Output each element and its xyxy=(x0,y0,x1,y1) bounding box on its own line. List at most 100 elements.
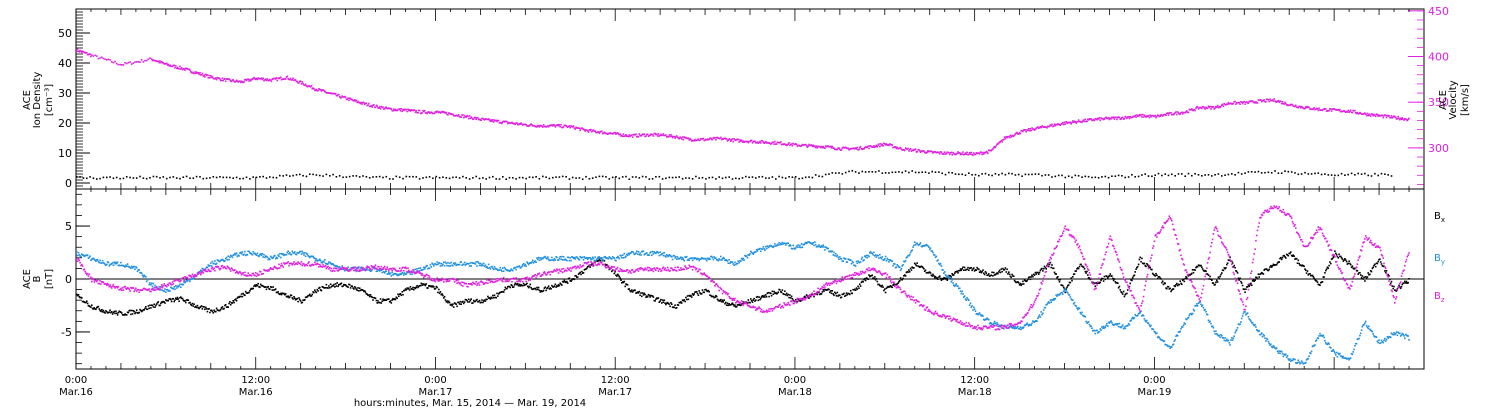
bottom-blue-point xyxy=(424,266,427,269)
bottom-blue-point xyxy=(225,256,228,259)
bottom-black-point xyxy=(904,275,907,277)
bottom-blue-point xyxy=(1093,329,1096,332)
bottom-black-point xyxy=(1330,262,1332,265)
top-magenta-point xyxy=(745,140,748,143)
bottom-blue-point xyxy=(1050,301,1052,303)
top-black-point xyxy=(1127,176,1130,178)
top-magenta-point xyxy=(956,152,958,155)
top-magenta-point xyxy=(494,119,497,122)
bottom-black-point xyxy=(478,299,481,302)
bottom-black-point xyxy=(488,297,491,299)
top-magenta-point xyxy=(995,144,998,147)
bottom-blue-point xyxy=(740,260,742,262)
bottom-black-point xyxy=(1143,262,1146,265)
top-black-point xyxy=(934,171,937,173)
top-magenta-point xyxy=(142,61,145,63)
bottom-blue-point xyxy=(571,256,574,259)
bottom-black-point xyxy=(520,284,522,286)
bottom-black-point xyxy=(293,296,295,298)
bottom-blue-point xyxy=(931,250,933,252)
top-magenta-point xyxy=(1072,121,1075,123)
top-magenta-point xyxy=(1033,129,1036,131)
bottom-black-point xyxy=(1247,284,1250,286)
bottom-black-point xyxy=(1390,280,1393,283)
bottom-black-point xyxy=(623,280,626,283)
bottom-black-point xyxy=(1194,269,1196,271)
top-black-point xyxy=(864,171,867,173)
top-magenta-point xyxy=(945,152,948,155)
bottom-blue-point xyxy=(795,245,798,247)
bottom-blue-point xyxy=(857,260,859,262)
top-magenta-point xyxy=(584,130,586,132)
top-magenta-point xyxy=(670,134,672,136)
bottom-black-point xyxy=(652,296,655,298)
bottom-black-point xyxy=(1058,280,1061,283)
top-magenta-point xyxy=(1281,100,1284,103)
velocity-axis-label-line3: [km/s] xyxy=(1460,84,1471,116)
bottom-blue-point xyxy=(254,252,256,254)
bottom-black-point xyxy=(1062,284,1064,287)
bottom-blue-point xyxy=(334,265,337,268)
top-magenta-point xyxy=(532,125,535,127)
bottom-blue-point xyxy=(1080,313,1082,315)
top-magenta-point xyxy=(781,143,784,145)
top-black-point xyxy=(209,177,211,179)
bottom-blue-point xyxy=(498,269,501,271)
top-magenta-point xyxy=(727,139,730,141)
bottom-black-point xyxy=(557,283,560,286)
bottom-black-point xyxy=(412,286,414,289)
top-magenta-point xyxy=(629,135,631,138)
bottom-black-point xyxy=(438,292,441,295)
bottom-blue-point xyxy=(423,266,425,269)
bottom-black-point xyxy=(254,285,257,288)
top-magenta-point xyxy=(1313,106,1315,109)
top-magenta-point xyxy=(739,139,741,141)
bottom-black-point xyxy=(597,259,600,262)
top-magenta-point xyxy=(1002,139,1004,141)
bottom-black-point xyxy=(823,290,825,292)
bottom-blue-point xyxy=(981,314,983,316)
bottom-black-point xyxy=(1010,276,1012,279)
bottom-black-point xyxy=(1235,270,1237,272)
bottom-blue-point xyxy=(1121,325,1123,328)
top-magenta-point xyxy=(159,60,161,62)
bottom-black-point xyxy=(737,304,740,306)
top-black-point xyxy=(345,176,348,178)
bottom-black-point xyxy=(342,285,344,287)
bottom-black-point xyxy=(644,293,646,296)
top-magenta-point xyxy=(1226,103,1229,106)
bottom-blue-point xyxy=(469,262,472,264)
bottom-blue-point xyxy=(231,256,234,259)
bottom-black-point xyxy=(1399,287,1402,290)
bottom-black-point xyxy=(398,295,400,297)
top-magenta-point xyxy=(1052,125,1055,127)
top-magenta-point xyxy=(502,121,504,123)
bottom-blue-point xyxy=(298,251,300,254)
top-magenta-point xyxy=(1259,99,1261,101)
bottom-blue-point xyxy=(182,283,185,286)
top-magenta-point xyxy=(709,137,711,139)
bottom-black-point xyxy=(1140,260,1142,263)
top-magenta-point xyxy=(814,146,817,149)
bottom-black-point xyxy=(1311,274,1314,277)
top-black-point xyxy=(1307,173,1310,175)
bottom-black-point xyxy=(1168,288,1171,290)
bottom-black-point xyxy=(813,295,815,298)
bottom-blue-point xyxy=(455,264,457,266)
top-magenta-point xyxy=(1080,121,1082,123)
top-magenta-point xyxy=(834,148,836,151)
top-magenta-point xyxy=(173,64,175,67)
top-magenta-point xyxy=(680,137,682,139)
top-magenta-point xyxy=(79,49,81,52)
top-magenta-point xyxy=(619,133,621,135)
bottom-blue-point xyxy=(408,270,411,273)
bottom-black-point xyxy=(717,299,720,302)
bottom-blue-point xyxy=(130,265,133,268)
top-magenta-point xyxy=(810,144,813,146)
bottom-blue-point xyxy=(1077,308,1079,311)
bottom-blue-point xyxy=(451,264,453,267)
top-black-point xyxy=(638,177,641,179)
bottom-black-point xyxy=(775,291,777,294)
top-black-point xyxy=(192,177,195,179)
top-black-point xyxy=(1270,172,1273,174)
